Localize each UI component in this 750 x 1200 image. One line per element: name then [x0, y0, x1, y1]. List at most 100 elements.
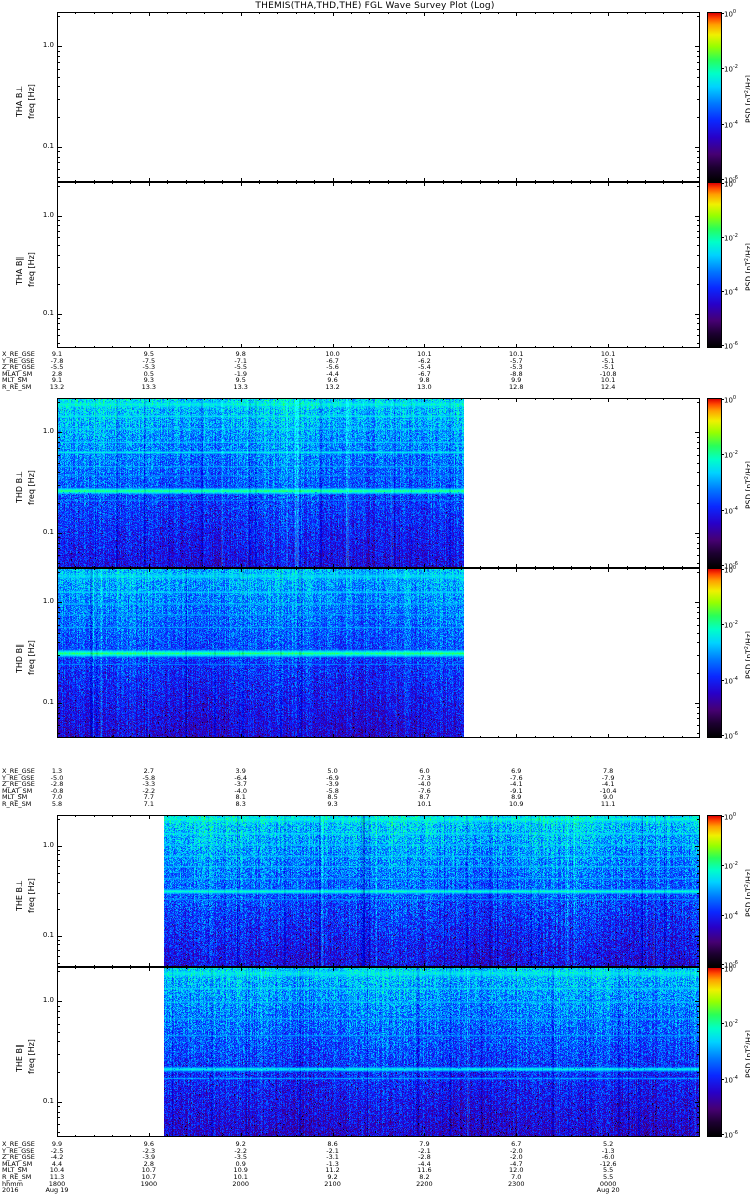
xann-value: -8.8 [509, 369, 523, 378]
xann-row-label: MLT_SM [2, 376, 28, 385]
xann-row-label: 2016 [2, 1186, 19, 1195]
x-tick-minor [461, 568, 462, 570]
x-tick-minor [627, 965, 628, 967]
x-tick-minor [94, 1135, 95, 1137]
spectrogram-panel-the_bll[interactable] [57, 967, 700, 1137]
spectrogram-panel-the_bl[interactable] [57, 815, 700, 967]
x-tick-minor [186, 182, 187, 184]
x-tick-minor [130, 566, 131, 568]
xann-value: 9.3 [327, 800, 338, 808]
y-tick-minor [697, 850, 700, 851]
x-tick-minor [388, 967, 389, 969]
x-tick-minor [645, 815, 646, 817]
y-tick-minor [697, 157, 700, 158]
x-tick [608, 568, 609, 572]
xann-value: 8.5 [327, 793, 338, 802]
xann-value: 0.9 [235, 1159, 246, 1168]
xann-value: 11.3 [49, 1173, 65, 1181]
panel-label-the_bl: THE B⊥ [15, 880, 24, 911]
x-tick-minor [590, 815, 591, 817]
spectrogram-panel-tha_bl[interactable] [57, 12, 700, 182]
y-tick-label: 1.0 [42, 841, 54, 849]
x-tick-minor [406, 182, 407, 184]
y-tick-major [695, 1102, 700, 1103]
colorbar-tick-label: 10-4 [724, 506, 738, 516]
y-tick-major [695, 432, 700, 433]
xann-value: -2.8 [50, 780, 64, 789]
xann-value: 10.9 [233, 1166, 248, 1175]
y-tick-minor [57, 548, 60, 549]
spectrogram-panel-tha_bll[interactable] [57, 182, 700, 348]
y-tick-minor [697, 86, 700, 87]
xann-value: 9.2 [327, 1173, 338, 1181]
x-tick-minor [406, 736, 407, 738]
x-tick-minor [608, 12, 609, 14]
xann-value: 7.8 [602, 767, 614, 775]
x-tick-minor [296, 12, 297, 14]
x-tick-minor [241, 12, 242, 14]
colorbar-tick [721, 345, 724, 346]
x-tick [57, 12, 58, 16]
colorbar-tick-label: 10-6 [724, 561, 738, 571]
xann-value: 10.1 [233, 1173, 248, 1181]
x-tick-minor [406, 815, 407, 817]
xann-value: -6.7 [418, 369, 431, 378]
x-tick-minor [590, 568, 591, 570]
colorbar-tick-label: 100 [724, 964, 737, 974]
xann-value: Aug 19 [45, 1186, 69, 1195]
y-tick-minor [57, 245, 60, 246]
xann-value: -4.1 [601, 780, 615, 789]
x-tick-minor [277, 180, 278, 182]
x-tick-minor [186, 346, 187, 348]
x-tick-minor [167, 182, 168, 184]
xann-value: 9.6 [143, 1140, 155, 1148]
xann-value: 9.9 [51, 1140, 63, 1148]
x-tick-minor [259, 568, 260, 570]
xann-row-label: Y_RE_GSE [2, 773, 35, 782]
x-tick-minor [535, 815, 536, 817]
x-tick-minor [130, 398, 131, 400]
x-tick-minor [498, 398, 499, 400]
spectrogram-panel-thd_bll[interactable] [57, 568, 700, 738]
xann-value: 6.7 [511, 1140, 522, 1148]
x-tick-minor [94, 965, 95, 967]
y-tick-minor [697, 343, 700, 344]
y-tick-minor [57, 69, 60, 70]
colorbar-gradient [708, 968, 721, 1136]
x-tick-minor [351, 12, 352, 14]
xann-value: 9.8 [419, 376, 430, 385]
x-tick-minor [516, 815, 517, 817]
x-tick-minor [75, 1135, 76, 1137]
x-tick-minor [130, 736, 131, 738]
x-tick-minor [130, 815, 131, 817]
x-tick [516, 967, 517, 971]
y-tick-label: 1.0 [42, 41, 54, 49]
xann-value: 9.3 [143, 376, 155, 385]
y-tick-minor [57, 255, 60, 256]
xann-value: 12.0 [509, 1166, 524, 1175]
x-tick-minor [259, 566, 260, 568]
colorbar-title: PSD [nT2/Hz] [744, 631, 750, 679]
colorbar-gradient [708, 13, 721, 181]
y-tick-minor [57, 284, 60, 285]
x-tick-minor [351, 967, 352, 969]
x-tick-minor [277, 967, 278, 969]
y-tick-minor [57, 62, 60, 63]
y-tick-minor [697, 284, 700, 285]
panel-label-tha_bl: THA B⊥ [15, 85, 24, 117]
y-tick-minor [697, 455, 700, 456]
x-tick-minor [94, 568, 95, 570]
spectrogram-panel-thd_bl[interactable] [57, 398, 700, 568]
x-tick-minor [663, 1135, 664, 1137]
y-tick-minor [697, 437, 700, 438]
x-tick-minor [241, 965, 242, 967]
y-tick-minor [697, 77, 700, 78]
x-tick [333, 568, 334, 572]
y-tick-minor [697, 1106, 700, 1107]
x-tick-minor [498, 566, 499, 568]
x-tick-minor [424, 566, 425, 568]
x-tick-minor [443, 568, 444, 570]
x-tick-minor [314, 398, 315, 400]
xann-value: -7.3 [418, 773, 431, 782]
x-tick-minor [682, 1135, 683, 1137]
